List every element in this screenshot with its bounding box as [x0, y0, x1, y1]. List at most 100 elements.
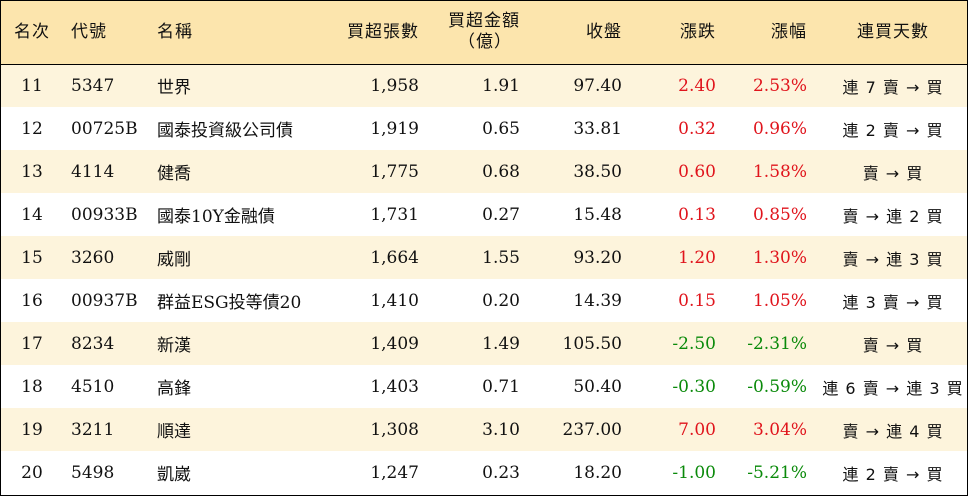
cell-consecutive-days: 連 3 賣 → 買	[842, 292, 944, 312]
cell-close: 18.20	[573, 462, 622, 483]
table-row[interactable]: 13 4114 健喬 1,775 0.68 38.50 0.60 1.58% 賣…	[1, 150, 967, 193]
cell-name: 世界	[157, 78, 191, 99]
cell-close: 14.39	[573, 290, 622, 311]
cell-name: 新漢	[157, 336, 191, 356]
cell-rank: 14	[21, 204, 43, 225]
cell-rank: 17	[21, 333, 43, 354]
cell-net-buy-amount: 1.91	[482, 75, 520, 96]
cell-change: 2.40	[678, 75, 716, 96]
cell-code: 4510	[71, 376, 115, 397]
cell-net-buy-lots: 1,731	[370, 204, 419, 225]
cell-rank: 19	[21, 419, 43, 440]
cell-consecutive-days: 連 7 賣 → 買	[842, 77, 944, 97]
cell-net-buy-amount: 0.68	[482, 161, 520, 182]
cell-code: 5347	[71, 75, 115, 96]
cell-rank: 15	[21, 247, 43, 268]
cell-rank: 12	[21, 118, 43, 139]
cell-name: 健喬	[157, 164, 191, 184]
table-row[interactable]: 12 00725B 國泰投資級公司債 1,919 0.65 33.81 0.32…	[1, 107, 967, 150]
cell-code: 3211	[71, 419, 115, 440]
table-row[interactable]: 16 00937B 群益ESG投等債20 1,410 0.20 14.39 0.…	[1, 279, 967, 322]
cell-change: 0.32	[678, 118, 716, 139]
cell-code: 5498	[71, 462, 115, 483]
cell-rank: 13	[21, 161, 43, 182]
cell-close: 50.40	[573, 376, 622, 397]
header-change-pct[interactable]: 漲幅	[771, 21, 807, 42]
cell-change: 0.13	[678, 204, 716, 225]
table-row[interactable]: 19 3211 順達 1,308 3.10 237.00 7.00 3.04% …	[1, 408, 967, 451]
cell-close: 15.48	[573, 204, 622, 225]
cell-change-pct: -0.59%	[747, 376, 807, 397]
cell-consecutive-days: 賣 → 連 4 買	[842, 421, 944, 441]
cell-name: 順達	[157, 422, 191, 442]
cell-change: 0.15	[678, 290, 716, 311]
cell-change: -2.50	[672, 333, 716, 354]
cell-name: 高鋒	[157, 379, 191, 399]
cell-net-buy-amount: 0.23	[482, 462, 520, 483]
table-row[interactable]: 11 5347 世界 1,958 1.91 97.40 2.40 2.53% 連…	[1, 64, 967, 107]
table-header-row: 名次 代號 名稱 買超張數 買超金額 （億） 收盤 漲跌 漲幅 連買天數	[1, 1, 967, 64]
cell-change: 7.00	[678, 419, 716, 440]
cell-change-pct: 1.05%	[752, 290, 807, 311]
cell-code: 00725B	[71, 118, 138, 139]
cell-code: 8234	[71, 333, 115, 354]
cell-net-buy-lots: 1,919	[370, 118, 419, 139]
header-close[interactable]: 收盤	[586, 21, 622, 42]
table-row[interactable]: 15 3260 威剛 1,664 1.55 93.20 1.20 1.30% 賣…	[1, 236, 967, 279]
table-row[interactable]: 17 8234 新漢 1,409 1.49 105.50 -2.50 -2.31…	[1, 322, 967, 365]
cell-code: 4114	[71, 161, 115, 182]
cell-name: 國泰10Y金融債	[157, 207, 275, 227]
cell-net-buy-amount: 1.49	[482, 333, 520, 354]
cell-net-buy-lots: 1,308	[370, 419, 419, 440]
cell-net-buy-lots: 1,410	[370, 290, 419, 311]
cell-rank: 20	[21, 462, 43, 483]
cell-net-buy-amount: 0.65	[482, 118, 520, 139]
cell-consecutive-days: 賣 → 買	[862, 163, 924, 183]
cell-close: 93.20	[573, 247, 622, 268]
cell-consecutive-days: 連 2 賣 → 買	[842, 120, 944, 140]
cell-change-pct: -2.31%	[747, 333, 807, 354]
cell-change-pct: 1.58%	[752, 161, 807, 182]
cell-net-buy-lots: 1,664	[370, 247, 419, 268]
cell-name: 國泰投資級公司債	[157, 121, 293, 141]
cell-consecutive-days: 賣 → 連 2 買	[842, 206, 944, 226]
cell-close: 38.50	[573, 161, 622, 182]
cell-net-buy-amount: 0.27	[482, 204, 520, 225]
cell-rank: 16	[21, 290, 43, 311]
table-row[interactable]: 20 5498 凱崴 1,247 0.23 18.20 -1.00 -5.21%…	[1, 451, 967, 494]
cell-change: 0.60	[678, 161, 716, 182]
cell-change-pct: 1.30%	[752, 247, 807, 268]
cell-net-buy-lots: 1,247	[370, 462, 419, 483]
cell-net-buy-amount: 1.55	[482, 247, 520, 268]
cell-consecutive-days: 賣 → 買	[862, 335, 924, 355]
table-row[interactable]: 18 4510 高鋒 1,403 0.71 50.40 -0.30 -0.59%…	[1, 365, 967, 408]
cell-net-buy-lots: 1,775	[370, 161, 419, 182]
cell-consecutive-days: 連 2 賣 → 買	[842, 464, 944, 484]
header-change[interactable]: 漲跌	[680, 21, 716, 42]
header-name[interactable]: 名稱	[157, 21, 193, 42]
header-rank[interactable]: 名次	[14, 21, 50, 42]
cell-change-pct: 3.04%	[752, 419, 807, 440]
cell-close: 105.50	[562, 333, 622, 354]
cell-close: 237.00	[562, 419, 622, 440]
cell-change-pct: 2.53%	[752, 75, 807, 96]
cell-change: -1.00	[672, 462, 716, 483]
table-body: 11 5347 世界 1,958 1.91 97.40 2.40 2.53% 連…	[1, 64, 967, 494]
cell-net-buy-lots: 1,403	[370, 376, 419, 397]
cell-net-buy-amount: 0.71	[482, 376, 520, 397]
header-code[interactable]: 代號	[71, 21, 107, 42]
cell-change-pct: 0.96%	[752, 118, 807, 139]
cell-change-pct: 0.85%	[752, 204, 807, 225]
table-row[interactable]: 14 00933B 國泰10Y金融債 1,731 0.27 15.48 0.13…	[1, 193, 967, 236]
header-consecutive-days[interactable]: 連買天數	[857, 21, 929, 42]
cell-change: 1.20	[678, 247, 716, 268]
cell-rank: 11	[21, 75, 43, 96]
cell-code: 3260	[71, 247, 115, 268]
cell-consecutive-days: 賣 → 連 3 買	[842, 249, 944, 269]
cell-net-buy-lots: 1,409	[370, 333, 419, 354]
header-net-buy-amount[interactable]: 買超金額 （億）	[431, 1, 532, 64]
cell-net-buy-lots: 1,958	[370, 75, 419, 96]
header-net-buy-lots[interactable]: 買超張數	[347, 21, 419, 42]
